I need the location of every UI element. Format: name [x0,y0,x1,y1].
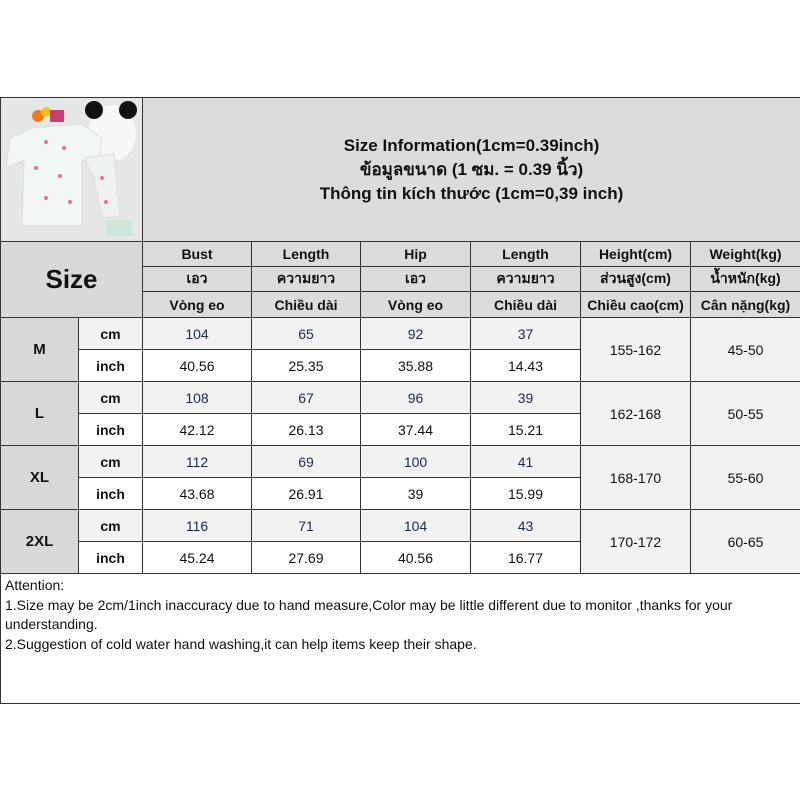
weight-range: 60-65 [689,509,800,574]
col-header-vietnamese: Vòng eo [142,291,252,318]
cell-value: 43 [470,509,581,542]
attention-heading: Attention: [5,577,65,593]
height-range: 168-170 [580,445,691,510]
cell-value: 92 [360,317,471,350]
unit-label: inch [78,349,143,382]
cell-value: 15.99 [470,477,581,510]
unit-label: cm [78,381,143,414]
cell-value: 65 [251,317,361,350]
col-header: Height(cm) [580,241,691,267]
size-info-title: Size Information(1cm=0.39inch) ข้อมูลขนา… [141,97,800,242]
cell-value: 37.44 [360,413,471,446]
col-header: Weight(kg) [689,241,800,267]
cell-value: 69 [251,445,361,478]
table-row-cm: XL cm 112 69 100 41 168-170 55-60 [0,445,800,510]
col-header-thai: ความยาว [470,266,581,292]
weight-range: 50-55 [689,381,800,446]
col-header-thai: เอว [360,266,471,292]
size-chart-table: Size Information(1cm=0.39inch) ข้อมูลขนา… [0,97,800,704]
col-header-thai: น้ำหนัก(kg) [689,266,800,292]
attention-notes: Attention: 1.Size may be 2cm/1inch inacc… [0,573,800,704]
cell-value: 67 [251,381,361,414]
cell-value: 35.88 [360,349,471,382]
col-header-vietnamese: Cân nặng(kg) [689,291,800,318]
table-row-cm: 2XL cm 116 71 104 43 170-172 60-65 [0,509,800,574]
weight-range: 55-60 [689,445,800,510]
cell-value: 116 [142,509,252,542]
cell-value: 96 [360,381,471,414]
cell-value: 26.13 [251,413,361,446]
col-header-vietnamese: Vòng eo [360,291,471,318]
col-header-thai: ส่วนสูง(cm) [580,266,691,292]
cell-value: 112 [142,445,252,478]
pajama-product-image [1,98,142,238]
cell-value: 37 [470,317,581,350]
height-range: 162-168 [580,381,691,446]
unit-label: inch [78,541,143,574]
cell-value: 15.21 [470,413,581,446]
col-header-vietnamese: Chiều cao(cm) [580,291,691,318]
attention-note: 2.Suggestion of cold water hand washing,… [5,635,477,652]
table-row-inch: inch 43.68 26.91 39 15.99 [1,477,800,510]
cell-value: 41 [470,445,581,478]
weight-range: 45-50 [689,317,800,382]
cell-value: 104 [142,317,252,350]
title-vietnamese: Thông tin kích thước (1cm=0,39 inch) [319,183,624,203]
height-range: 170-172 [580,509,691,574]
cell-value: 14.43 [470,349,581,382]
height-range: 155-162 [580,317,691,382]
unit-label: cm [78,317,143,350]
table-row-inch: inch 42.12 26.13 37.44 15.21 [1,413,800,446]
cell-value: 40.56 [142,349,252,382]
col-header-thai: เอว [142,266,252,292]
cell-value: 39 [360,477,471,510]
unit-label: inch [78,477,143,510]
cell-value: 26.91 [251,477,361,510]
table-row-cm: L cm 108 67 96 39 162-168 50-55 [0,381,800,446]
col-header: Hip [360,241,471,267]
attention-note: 1.Size may be 2cm/1inch inaccuracy due t… [5,596,733,633]
col-header: Length [470,241,581,267]
unit-label: cm [78,445,143,478]
col-header-vietnamese: Chiều dài [251,291,361,318]
size-label: L [0,381,79,446]
cell-value: 43.68 [142,477,252,510]
size-label: 2XL [0,509,79,574]
table-row-inch: inch 40.56 25.35 35.88 14.43 [1,349,800,382]
unit-label: inch [78,413,143,446]
col-header-thai: ความยาว [251,266,361,292]
col-header: Length [251,241,361,267]
size-label: M [0,317,79,382]
cell-value: 100 [360,445,471,478]
size-label: XL [0,445,79,510]
cell-value: 104 [360,509,471,542]
cell-value: 45.24 [142,541,252,574]
unit-label: cm [78,509,143,542]
title-english: Size Information(1cm=0.39inch) [343,135,600,155]
table-row-cm: M cm 104 65 92 37 155-162 45-50 [0,317,800,382]
cell-value: 27.69 [251,541,361,574]
title-thai: ข้อมูลขนาด (1 ซม. = 0.39 นิ้ว) [359,159,584,179]
col-header: Bust [142,241,252,267]
cell-value: 108 [142,381,252,414]
col-header-vietnamese: Chiều dài [470,291,581,318]
cell-value: 40.56 [360,541,471,574]
cell-value: 16.77 [470,541,581,574]
cell-value: 39 [470,381,581,414]
cell-value: 25.35 [251,349,361,382]
size-header: Size [0,241,143,318]
cell-value: 71 [251,509,361,542]
product-photo [0,97,143,242]
cell-value: 42.12 [142,413,252,446]
